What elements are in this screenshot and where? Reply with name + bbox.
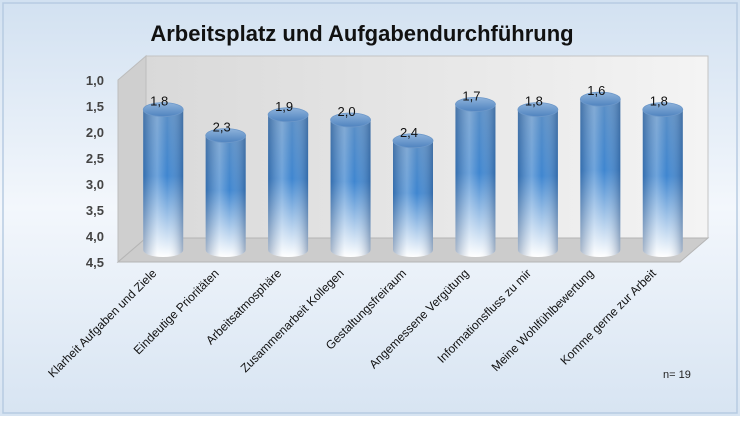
bar-shading bbox=[455, 104, 496, 258]
y-tick-label: 1,0 bbox=[86, 73, 104, 88]
bar-shading bbox=[393, 140, 433, 257]
bar-top bbox=[142, 102, 184, 117]
bar-top bbox=[517, 102, 559, 117]
bar-shading bbox=[143, 109, 184, 257]
bar-shading bbox=[517, 109, 558, 257]
bar-shading bbox=[642, 109, 683, 257]
bar bbox=[330, 112, 371, 257]
data-label: 1,7 bbox=[462, 88, 480, 103]
bar bbox=[142, 102, 184, 257]
bar bbox=[267, 107, 309, 257]
bar-top bbox=[392, 133, 434, 149]
bar bbox=[642, 102, 684, 257]
y-axis: 1,0 1,5 2,0 2,5 3,0 3,5 4,0 4,5 bbox=[86, 73, 104, 270]
y-tick-label: 3,5 bbox=[86, 203, 104, 218]
bar-shading bbox=[580, 99, 621, 257]
bar-shading bbox=[268, 114, 309, 257]
bar-top bbox=[642, 102, 684, 117]
bar-shading bbox=[205, 135, 246, 257]
y-tick-label: 1,5 bbox=[86, 99, 104, 114]
bar bbox=[517, 102, 559, 257]
bar bbox=[205, 128, 247, 257]
data-label: 1,6 bbox=[587, 83, 605, 98]
y-tick-label: 4,0 bbox=[86, 229, 104, 244]
data-label: 1,8 bbox=[150, 94, 168, 109]
chart-title: Arbeitsplatz und Aufgabendurchführung bbox=[150, 21, 573, 46]
bar bbox=[392, 133, 434, 257]
y-tick-label: 3,0 bbox=[86, 177, 104, 192]
bars: 1,8 2,3 1,9 2,0 2,4 1,7 1,8 1,6 1,8 bbox=[142, 83, 684, 258]
bar-top bbox=[579, 91, 621, 107]
y-tick-label: 2,5 bbox=[86, 151, 104, 166]
bar-top bbox=[205, 128, 247, 144]
bar-top bbox=[267, 107, 309, 123]
bar-top bbox=[330, 112, 371, 128]
sample-size-note: n= 19 bbox=[663, 369, 691, 381]
data-label: 2,3 bbox=[213, 120, 231, 135]
data-label: 1,8 bbox=[525, 94, 543, 109]
chart-border bbox=[2, 2, 738, 414]
y-tick-label: 4,5 bbox=[86, 255, 104, 270]
y-tick-label: 2,0 bbox=[86, 125, 104, 140]
chart-side-wall bbox=[117, 54, 147, 264]
bar-shading bbox=[330, 120, 371, 257]
bar bbox=[455, 97, 496, 258]
data-label: 1,9 bbox=[275, 99, 293, 114]
bar-top bbox=[455, 97, 496, 112]
data-label: 2,4 bbox=[400, 125, 418, 140]
bar bbox=[579, 91, 621, 257]
data-label: 2,0 bbox=[338, 104, 356, 119]
data-label: 1,8 bbox=[650, 94, 668, 109]
